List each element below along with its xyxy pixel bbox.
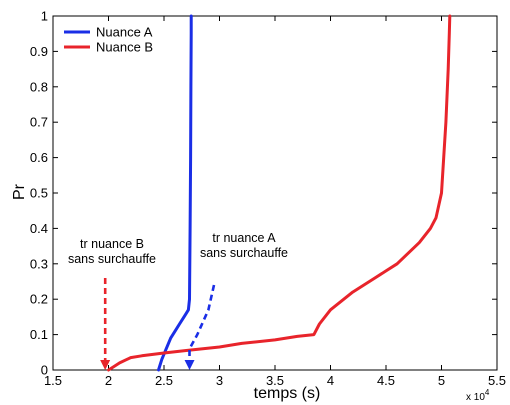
x-tick-label-7: 5 [438,373,445,388]
x-tick-label-6: 4.5 [377,373,395,388]
x-tick-label-3: 3 [216,373,223,388]
y-tick-label-10: 1 [41,9,48,24]
legend-label-0: Nuance A [96,25,153,40]
series-line-a [157,14,193,372]
x-tick-label-5: 4 [327,373,334,388]
annotation-a-line-0: tr nuance A [212,231,276,245]
annotation-a-line-1: sans surchauffe [200,246,288,260]
y-tick-label-1: 0.1 [30,327,48,342]
y-axis-label: Pr [11,183,28,200]
y-tick-label-8: 0.8 [30,79,48,94]
x-tick-label-8: 5.5 [488,373,506,388]
series [107,14,452,372]
y-tick-label-5: 0.5 [30,186,48,201]
reference-arrow-1 [100,360,111,370]
y-tick-label-0: 0 [41,363,48,378]
x-tick-label-2: 2.5 [155,373,173,388]
reference-lines [100,278,216,370]
x-multiplier-base: x 10 [466,392,485,403]
y-tick-label-6: 0.6 [30,150,48,165]
y-tick-label-4: 0.4 [30,221,48,236]
axes [52,15,498,371]
x-tick-label-4: 3.5 [266,373,284,388]
x-tick-label-0: 1.5 [44,373,62,388]
ticks: 1.5 2 2.5 3 3.5 4 4.5 5 5.5 0 0.1 0.2 0.3 0.4 0.5 0.6 0.… [30,9,506,389]
plot-frame [52,15,498,371]
reference-arrow-0 [184,360,195,370]
x-multiplier: x 104 [466,388,490,403]
x-axis-label: temps (s) [254,385,321,402]
y-tick-label-7: 0.7 [30,115,48,130]
y-tick-label-2: 0.2 [30,292,48,307]
annotation-b-line-1: sans surchauffe [68,252,156,266]
series-line-b [107,14,452,372]
x-multiplier-exp: 4 [485,388,490,397]
annotation-b-line-0: tr nuance B [80,237,144,251]
y-tick-label-9: 0.9 [30,44,48,59]
reference-line-0 [188,284,216,361]
x-tick-label-1: 2 [105,373,112,388]
legend-label-1: Nuance B [96,40,153,55]
y-tick-label-3: 0.3 [30,256,48,271]
